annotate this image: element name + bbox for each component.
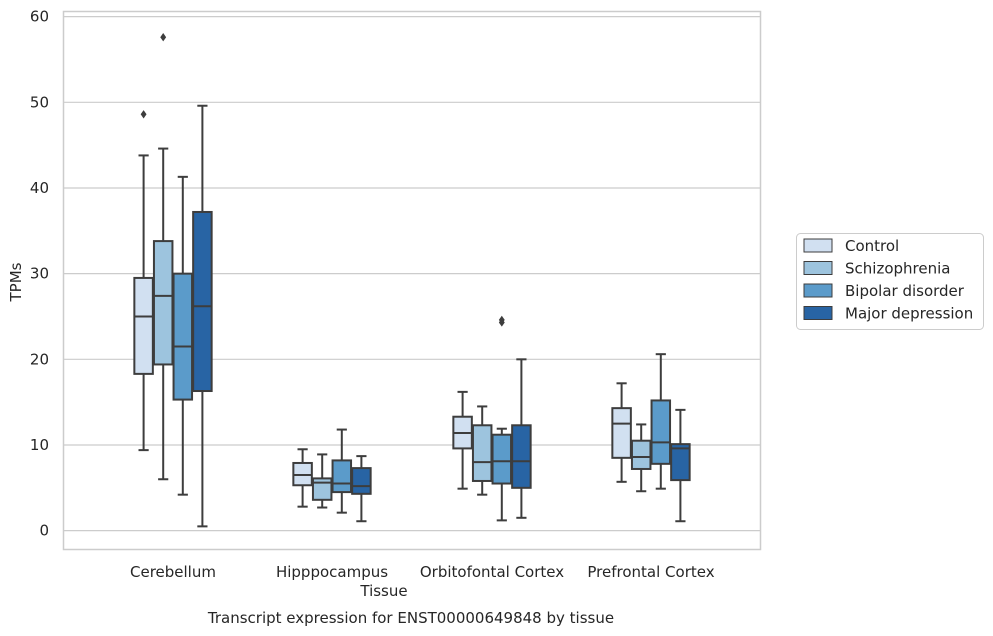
box-series: [133, 33, 691, 528]
interquartile-box: [630, 439, 652, 470]
interquartile-box: [611, 407, 632, 459]
interquartile-box: [331, 459, 353, 494]
legend-label: Major depression: [845, 305, 973, 323]
legend-swatch: [803, 238, 833, 253]
y-tick-label: 40: [30, 179, 49, 197]
box-major-depression-orbitofontal-cortex: [511, 358, 532, 519]
x-axis-label: Tissue: [359, 582, 407, 600]
box-schizophrenia-prefrontal-cortex: [630, 423, 652, 493]
box-major-depression-hipppocampus: [351, 455, 372, 523]
x-tick-label-orbitofontal-cortex: Orbitofontal Cortex: [420, 563, 564, 581]
interquartile-box: [351, 467, 372, 495]
y-tick-label: 10: [30, 436, 49, 454]
box-control-orbitofontal-cortex: [452, 390, 473, 490]
legend-item-schizophrenia: Schizophrenia: [803, 260, 950, 278]
legend-label: Control: [845, 237, 899, 255]
y-tick-label: 60: [30, 8, 49, 26]
box-control-prefrontal-cortex: [611, 382, 632, 483]
chart-caption: Transcript expression for ENST0000064984…: [207, 609, 614, 627]
y-tick-label: 20: [30, 350, 49, 368]
legend-item-control: Control: [803, 237, 899, 255]
interquartile-box: [650, 399, 672, 465]
legend-swatch: [803, 283, 833, 298]
series-control: [133, 110, 632, 508]
box-bipolar-disorder-hipppocampus: [331, 428, 353, 514]
legend-frame: [796, 233, 984, 330]
interquartile-box: [511, 424, 532, 489]
x-axis-ticks: Cerebellum Hipppocampus Orbitofontal Corte…: [130, 563, 715, 581]
legend: Control Schizophrenia Bipolar disorder Majo…: [796, 233, 984, 330]
box-control-cerebellum: [133, 110, 154, 452]
series-major-depression: [192, 104, 691, 528]
box-bipolar-disorder-orbitofontal-cortex: [491, 315, 513, 522]
outlier-point: [140, 110, 147, 119]
box-major-depression-prefrontal-cortex: [670, 408, 691, 523]
box-control-hipppocampus: [292, 448, 313, 508]
legend-label: Bipolar disorder: [845, 282, 965, 300]
y-tick-label: 50: [30, 93, 49, 111]
legend-label: Schizophrenia: [845, 260, 950, 278]
x-tick-label-hipppocampus: Hipppocampus: [276, 563, 388, 581]
y-tick-label: 0: [39, 522, 49, 540]
interquartile-box: [471, 424, 493, 482]
interquartile-box: [670, 443, 691, 482]
legend-item-bipolar-disorder: Bipolar disorder: [803, 282, 965, 300]
legend-items: Control Schizophrenia Bipolar disorder Majo…: [803, 237, 973, 323]
box-major-depression-cerebellum: [192, 104, 213, 528]
series-bipolar-disorder: [172, 175, 672, 522]
interquartile-box: [152, 240, 174, 366]
y-tick-label: 30: [30, 265, 49, 283]
legend-swatch: [803, 261, 833, 275]
box-bipolar-disorder-prefrontal-cortex: [650, 353, 672, 490]
series-schizophrenia: [152, 33, 652, 509]
interquartile-box: [192, 210, 213, 393]
outlier-point: [160, 33, 167, 42]
x-tick-label-prefrontal-cortex: Prefrontal Cortex: [587, 563, 714, 581]
y-axis-ticks: 0 10 20 30 40 50 60: [30, 8, 49, 540]
box-schizophrenia-cerebellum: [152, 33, 174, 481]
interquartile-box: [172, 272, 194, 401]
y-axis-label: TPMs: [7, 262, 25, 302]
legend-swatch: [803, 306, 833, 320]
box-bipolar-disorder-cerebellum: [172, 175, 194, 496]
outlier-point: [498, 315, 505, 325]
x-tick-label-cerebellum: Cerebellum: [130, 563, 216, 581]
box-schizophrenia-hipppocampus: [311, 453, 333, 509]
interquartile-box: [311, 477, 333, 501]
plot-area-frame: [62, 10, 762, 551]
interquartile-box: [133, 276, 154, 375]
legend-item-major-depression: Major depression: [803, 305, 973, 323]
box-schizophrenia-orbitofontal-cortex: [471, 405, 493, 496]
interquartile-box: [491, 433, 513, 485]
